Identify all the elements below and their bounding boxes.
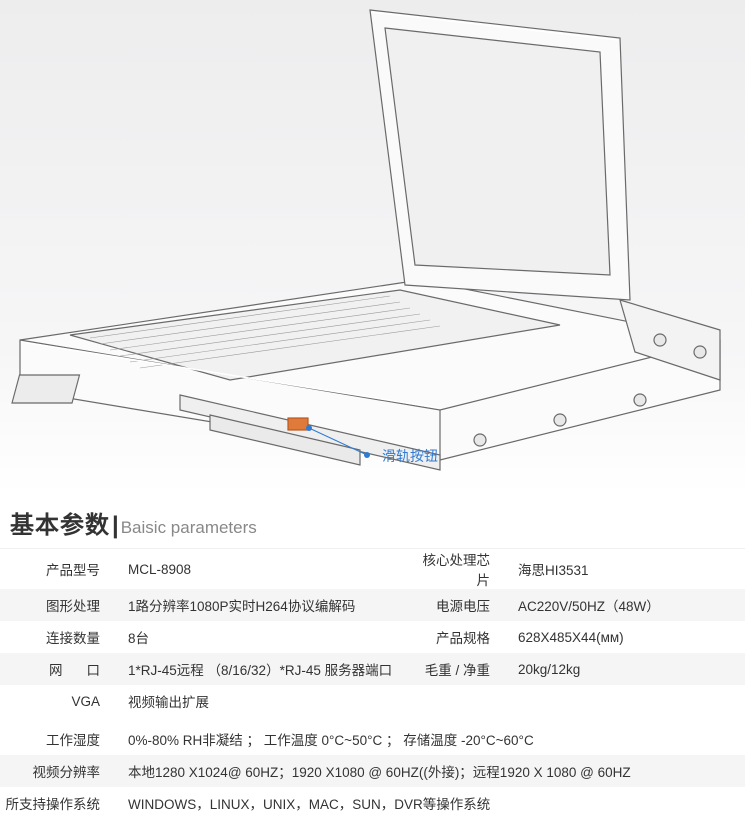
param-value: MCL-8908 — [110, 549, 410, 589]
param-label: 工作湿度 — [0, 723, 110, 755]
param-value: 0%-80% RH非凝结 ； 工作温度 0°C~50°C ； 存储温度 -20°… — [110, 723, 745, 755]
param-label: 核心处理芯片 — [410, 549, 500, 589]
params-table: 产品型号 MCL-8908 核心处理芯片 海思HI3531 图形处理 1路分辨率… — [0, 549, 745, 819]
param-label: 视频分辨率 — [0, 755, 110, 787]
table-row: 连接数量 8台 产品规格 628X485X44(мм) — [0, 621, 745, 653]
param-label: 产品型号 — [0, 549, 110, 589]
kvm-sketch — [0, 0, 745, 495]
param-label: 图形处理 — [0, 589, 110, 621]
table-row: 视频分辨率 本地1280 X1024@ 60HZ；1920 X1080 @ 60… — [0, 755, 745, 787]
callout-connector — [306, 425, 370, 455]
heading-en: Baisic parameters — [121, 518, 257, 538]
table-row: 产品型号 MCL-8908 核心处理芯片 海思HI3531 — [0, 549, 745, 589]
param-label: 产品规格 — [410, 621, 500, 653]
param-value: AC220V/50HZ（48W） — [500, 589, 745, 621]
param-label: 网口 — [0, 653, 110, 685]
param-value: WINDOWS，LINUX，UNIX，MAC，SUN，DVR等操作系统 — [110, 787, 745, 819]
param-value: 20kg/12kg — [500, 653, 745, 685]
param-label: 毛重 / 净重 — [410, 653, 500, 685]
param-label: 所支持操作系统 — [0, 787, 110, 819]
heading-zh: 基本参数 — [10, 505, 110, 540]
param-value: 1*RJ-45远程 （8/16/32）*RJ-45 服务器端口 — [110, 653, 410, 685]
table-row: 所支持操作系统 WINDOWS，LINUX，UNIX，MAC，SUN，DVR等操… — [0, 787, 745, 819]
param-value: 本地1280 X1024@ 60HZ；1920 X1080 @ 60HZ((外接… — [110, 755, 745, 787]
heading-divider: | — [112, 512, 119, 540]
table-row: 工作湿度 0%-80% RH非凝结 ； 工作温度 0°C~50°C ； 存储温度… — [0, 723, 745, 755]
section-heading: 基本参数 | Baisic parameters — [0, 495, 745, 549]
table-row: 图形处理 1路分辨率1080P实时H264协议编解码 电源电压 AC220V/5… — [0, 589, 745, 621]
param-value: 628X485X44(мм) — [500, 621, 745, 653]
param-label: 电源电压 — [410, 589, 500, 621]
param-label: 连接数量 — [0, 621, 110, 653]
param-value: 8台 — [110, 621, 410, 653]
product-image: 滑轨按钮 — [0, 0, 745, 495]
callout-label: 滑轨按钮 — [382, 446, 438, 466]
param-label: VGA — [0, 685, 110, 717]
table-row: VGA 视频输出扩展 — [0, 685, 745, 717]
param-value: 1路分辨率1080P实时H264协议编解码 — [110, 589, 410, 621]
param-value: 海思HI3531 — [500, 549, 745, 589]
param-value: 视频输出扩展 — [110, 685, 745, 717]
table-row: 网口 1*RJ-45远程 （8/16/32）*RJ-45 服务器端口 毛重 / … — [0, 653, 745, 685]
